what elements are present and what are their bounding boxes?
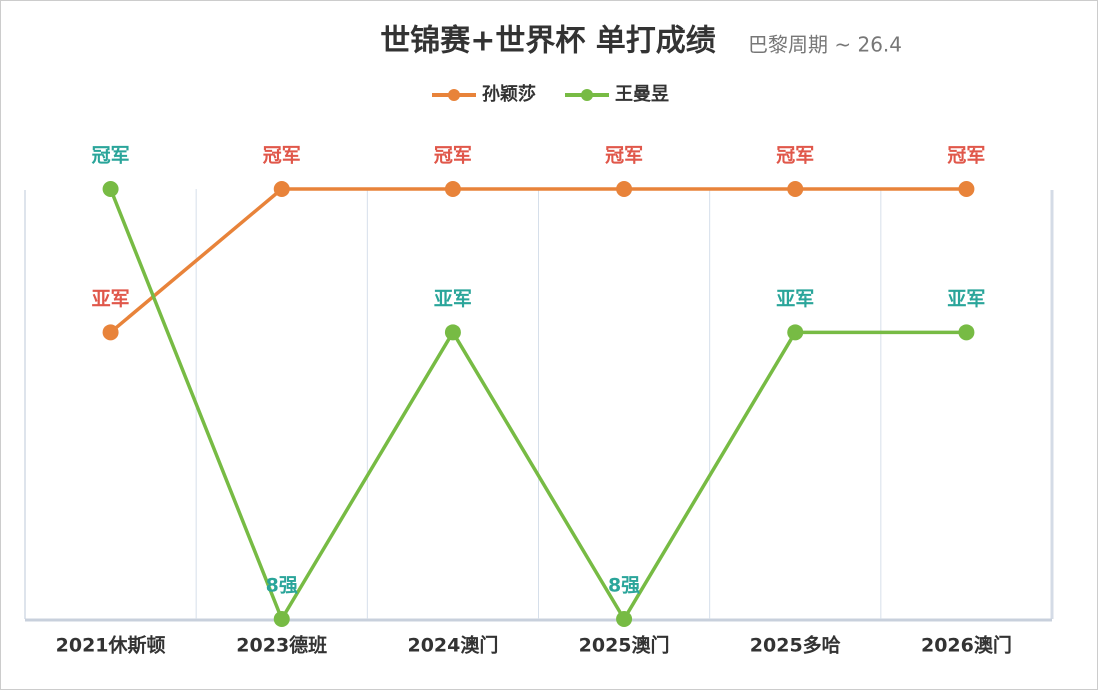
- data-point: [273, 181, 290, 197]
- data-point: [787, 324, 804, 341]
- data-label: 亚军: [947, 288, 985, 310]
- legend-label: 王曼昱: [615, 84, 669, 105]
- data-label: 冠军: [605, 145, 643, 167]
- data-point: [102, 324, 119, 341]
- data-label: 冠军: [434, 145, 472, 167]
- x-tick-label: 2025澳门: [579, 634, 670, 657]
- data-label: 冠军: [776, 145, 814, 167]
- x-tick-label: 2025多哈: [750, 634, 841, 657]
- series-line: [109, 187, 967, 334]
- data-point: [616, 181, 633, 197]
- chart-subtitle: 巴黎周期 ~ 26.4: [748, 33, 902, 57]
- legend-marker: [581, 89, 593, 101]
- data-label: 8强: [266, 575, 298, 597]
- x-tick-label: 2023德班: [236, 634, 327, 657]
- data-label: 冠军: [263, 145, 301, 167]
- data-point: [444, 324, 461, 341]
- legend-marker: [448, 89, 460, 101]
- x-tick-label: 2026澳门: [921, 634, 1012, 657]
- legend-label: 孙颖莎: [482, 83, 536, 105]
- series-line: [108, 188, 967, 621]
- data-label: 冠军: [92, 145, 130, 167]
- data-point: [273, 611, 290, 627]
- chart-title: 世锦赛+世界杯 单打成绩: [380, 24, 716, 59]
- plot-area: [24, 190, 1054, 622]
- data-label: 亚军: [92, 288, 130, 310]
- x-tick-label: 2024澳门: [407, 634, 498, 657]
- x-tick-label: 2021休斯顿: [56, 634, 166, 657]
- data-point: [444, 181, 461, 197]
- data-label: 亚军: [776, 288, 814, 310]
- data-point: [958, 324, 975, 341]
- data-point: [787, 181, 804, 197]
- data-point: [616, 611, 633, 627]
- data-point: [958, 181, 975, 197]
- data-point: [102, 181, 119, 197]
- data-label: 冠军: [947, 145, 985, 167]
- data-label: 8强: [608, 575, 640, 597]
- data-label: 亚军: [434, 288, 472, 310]
